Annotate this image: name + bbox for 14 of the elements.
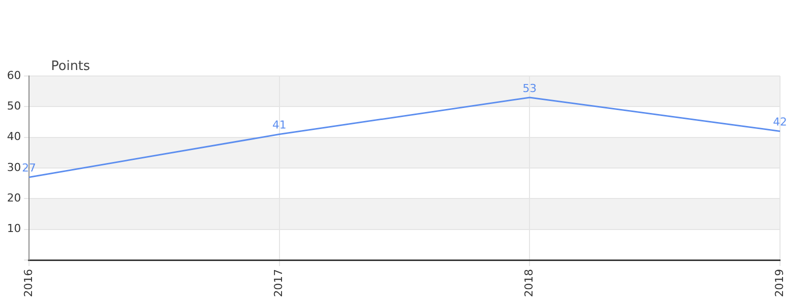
x-tick-label: 2018 — [522, 269, 536, 298]
data-label: 53 — [522, 82, 537, 95]
y-tick-label: 40 — [6, 130, 21, 144]
data-label: 41 — [272, 118, 286, 132]
y-tick-label: 30 — [6, 160, 21, 174]
x-tick-label: 2019 — [772, 269, 786, 298]
y-tick-label: 60 — [6, 68, 21, 82]
x-tick-label: 2017 — [272, 269, 286, 298]
y-tick-label: 10 — [6, 222, 21, 236]
y-tick-label: 20 — [6, 192, 21, 205]
x-tick-label: 2016 — [22, 269, 35, 298]
y-axis-title: Points — [50, 58, 90, 74]
y-tick-label: 50 — [6, 100, 21, 113]
data-label: 42 — [773, 116, 787, 129]
